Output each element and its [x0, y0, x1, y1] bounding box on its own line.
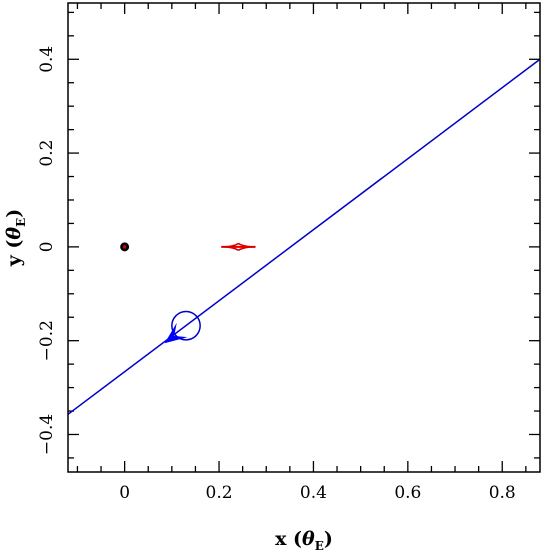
source-circle: [171, 310, 201, 341]
x-axis-label: x (θE): [275, 528, 333, 553]
y-axis-label-open: (: [3, 240, 25, 249]
x-axis-label-theta: θ: [302, 528, 315, 550]
plot-frame: [67, 2, 541, 473]
caustic-curve: [224, 242, 253, 251]
x-axis-label-name: x: [275, 528, 287, 550]
x-tick-label: 0.6: [394, 483, 421, 503]
x-axis-label-close: ): [324, 528, 333, 550]
x-tick-label: 0.4: [300, 483, 327, 503]
direction-arrow-marker: [164, 322, 188, 344]
x-axis-label-open: (: [293, 528, 302, 550]
y-axis-label-sub: E: [14, 218, 28, 227]
y-axis-label-theta: θ: [3, 227, 25, 240]
y-axis-label: y (θE): [3, 209, 28, 268]
y-tick-label: 0.4: [37, 46, 57, 73]
x-tick-label: 0.8: [489, 483, 516, 503]
y-tick-label: −0.4: [37, 414, 57, 455]
y-tick-label: 0: [37, 241, 57, 252]
y-axis-label-name: y: [3, 254, 25, 267]
x-tick-label: 0.2: [206, 483, 233, 503]
y-tick-label: 0.2: [37, 140, 57, 167]
lens-primary-marker: [120, 242, 130, 252]
lens-primary-dot: [122, 245, 127, 249]
x-tick-label: 0: [119, 483, 130, 503]
y-tick-label: −0.2: [37, 320, 57, 361]
y-axis-label-close: ): [3, 209, 25, 218]
source-trajectory-line: [67, 58, 541, 415]
tick-labels: 0 0.2 0.4 0.6 0.8 −0.4 −0.2 0 0.2 0.4: [37, 46, 516, 503]
axis-ticks: [68, 3, 540, 472]
x-axis-label-sub: E: [315, 539, 324, 553]
